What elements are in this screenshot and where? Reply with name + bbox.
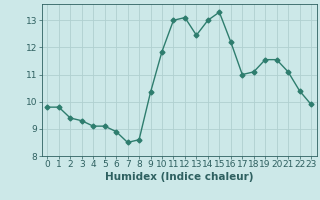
X-axis label: Humidex (Indice chaleur): Humidex (Indice chaleur) — [105, 172, 253, 182]
